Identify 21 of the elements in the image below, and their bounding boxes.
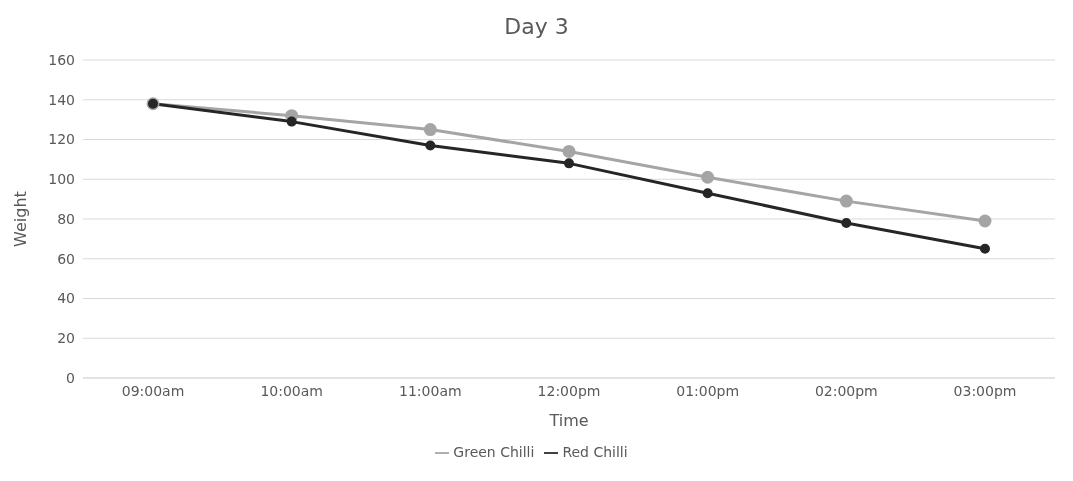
legend-label: Green Chilli: [453, 444, 535, 460]
chart-title: Day 3: [503, 13, 570, 41]
y-tick-label: 120: [48, 131, 75, 148]
y-axis-title: Weight: [10, 191, 30, 247]
y-tick-label: 0: [66, 369, 75, 386]
x-tick-label: 12:00pm: [537, 382, 601, 399]
legend-label: Red Chilli: [562, 444, 628, 460]
x-axis-title: Time: [548, 411, 589, 430]
x-tick-label: 10:00am: [260, 382, 323, 399]
y-tick-label: 40: [57, 290, 75, 307]
y-tick-label: 140: [48, 91, 75, 108]
y-tick-label: 100: [48, 171, 75, 188]
y-tick-label: 60: [57, 250, 75, 267]
y-tick-label: 80: [57, 210, 75, 227]
x-tick-label: 09:00am: [121, 382, 185, 399]
x-tick-label: 01:00pm: [676, 382, 740, 399]
y-tick-label: 160: [48, 51, 75, 68]
y-tick-label: 20: [57, 330, 75, 347]
x-tick-label: 03:00pm: [953, 382, 1017, 399]
x-tick-label: 02:00pm: [814, 382, 878, 399]
x-tick-label: 11:00am: [399, 382, 462, 399]
